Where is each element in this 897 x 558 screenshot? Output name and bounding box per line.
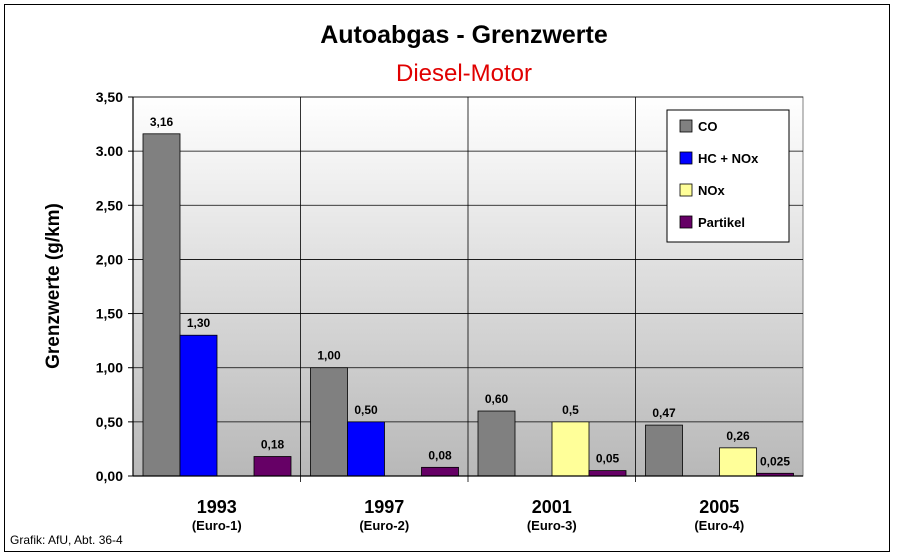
data-label: 0,50 <box>354 403 378 417</box>
legend-swatch <box>679 215 693 229</box>
y-tick-label: 0,00 <box>96 468 123 484</box>
bar-co-2001 <box>477 410 516 477</box>
bar-partikel-2001 <box>588 470 627 477</box>
data-label: 3,16 <box>150 115 174 129</box>
category-dividers <box>300 97 636 482</box>
category-label: 2001 <box>532 497 572 517</box>
data-labels: 3,16 1,30 0,18 1,00 0,50 0,08 0,60 0,5 0,05 0,47 0… <box>150 115 791 468</box>
y-tick-label: 2,50 <box>96 197 123 213</box>
legend-label: HC + NOx <box>698 151 759 166</box>
legend-label: NOx <box>698 183 726 198</box>
bar-nox-2001 <box>551 421 590 477</box>
data-label: 0,18 <box>261 438 285 452</box>
bar-co-1997 <box>310 367 348 477</box>
y-tick-label: 3,50 <box>96 89 123 105</box>
legend-swatch <box>679 119 693 133</box>
legend: CO HC + NOx NOx Partikel <box>666 109 790 243</box>
y-tick-label: 1,00 <box>96 360 123 376</box>
bar-co-2005 <box>645 424 683 477</box>
x-category-labels: 1993(Euro-1) 1997(Euro-2) 2001(Euro-3) 2005… <box>192 497 744 533</box>
category-label: 2005 <box>699 497 739 517</box>
data-label: 1,30 <box>187 316 211 330</box>
source-note: Grafik: AfU, Abt. 36-4 <box>10 533 123 547</box>
data-label: 0,025 <box>760 454 790 468</box>
category-sublabel: (Euro-4) <box>694 518 744 533</box>
data-label: 0,60 <box>485 392 509 406</box>
data-label: 1,00 <box>317 349 341 363</box>
legend-label: Partikel <box>698 215 745 230</box>
data-label: 0,08 <box>428 448 452 462</box>
bar-hc-nox-1993 <box>179 334 218 477</box>
legend-swatch <box>679 151 693 165</box>
category-sublabel: (Euro-2) <box>359 518 409 533</box>
category-sublabel: (Euro-1) <box>192 518 242 533</box>
y-tick-labels: 0,00 0,50 1,00 1,50 2,00 2,50 3.00 3,50 <box>96 89 123 484</box>
legend-swatch <box>679 183 693 197</box>
bars <box>142 133 794 477</box>
bar-partikel-1993 <box>253 456 292 477</box>
data-label: 0,5 <box>562 403 579 417</box>
y-tick-label: 0,50 <box>96 414 123 430</box>
chart-title: Autoabgas - Grenzwerte <box>320 21 608 49</box>
data-label: 0,47 <box>652 406 676 420</box>
bar-partikel-1997 <box>421 466 459 477</box>
bar-co-1993 <box>142 133 181 477</box>
bar-hc-nox-1997 <box>347 421 385 477</box>
data-label: 0,05 <box>596 452 620 466</box>
y-axis-label: Grenzwerte (g/km) <box>43 203 64 369</box>
bar-nox-2005 <box>719 447 757 477</box>
data-label: 0,26 <box>726 429 750 443</box>
category-label: 1997 <box>364 497 404 517</box>
y-tick-label: 2,00 <box>96 251 123 267</box>
category-label: 1993 <box>197 497 237 517</box>
legend-label: CO <box>698 119 718 134</box>
y-tick-label: 3.00 <box>96 143 123 159</box>
category-sublabel: (Euro-3) <box>527 518 577 533</box>
y-tick-label: 1,50 <box>96 306 123 322</box>
chart-subtitle: Diesel-Motor <box>396 60 532 87</box>
